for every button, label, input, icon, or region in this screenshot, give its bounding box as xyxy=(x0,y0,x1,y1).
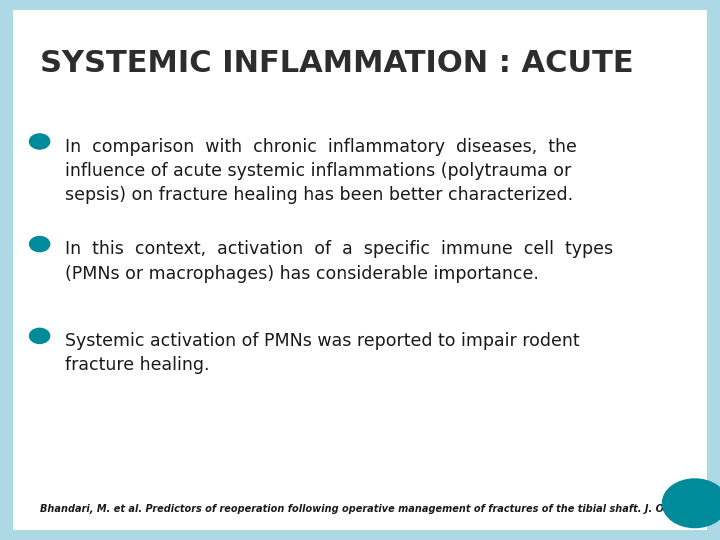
Circle shape xyxy=(30,328,50,343)
Text: Systemic activation of PMNs was reported to impair rodent
fracture healing.: Systemic activation of PMNs was reported… xyxy=(65,332,580,374)
Circle shape xyxy=(30,134,50,149)
FancyBboxPatch shape xyxy=(0,0,720,10)
Text: Bhandari, M. et al. Predictors of reoperation following operative management of : Bhandari, M. et al. Predictors of reoper… xyxy=(40,504,720,514)
Text: In  comparison  with  chronic  inflammatory  diseases,  the
influence of acute s: In comparison with chronic inflammatory … xyxy=(65,138,577,204)
Text: SYSTEMIC INFLAMMATION : ACUTE: SYSTEMIC INFLAMMATION : ACUTE xyxy=(40,49,633,78)
Circle shape xyxy=(662,479,720,528)
FancyBboxPatch shape xyxy=(707,0,720,540)
Text: In  this  context,  activation  of  a  specific  immune  cell  types
(PMNs or ma: In this context, activation of a specifi… xyxy=(65,240,613,282)
FancyBboxPatch shape xyxy=(0,530,720,540)
Circle shape xyxy=(30,237,50,252)
FancyBboxPatch shape xyxy=(0,0,13,540)
